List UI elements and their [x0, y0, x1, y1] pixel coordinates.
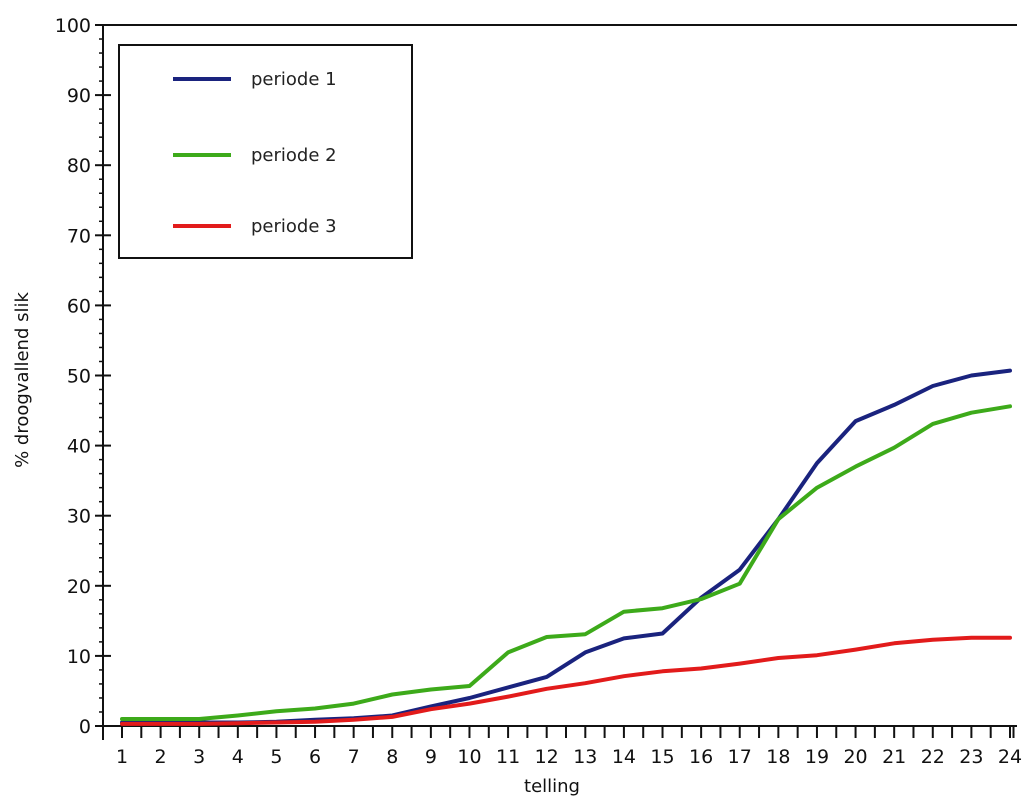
y-tick-label: 60: [67, 295, 91, 317]
x-tick-label: 5: [270, 746, 282, 768]
x-tick-label: 11: [496, 746, 520, 768]
series-line-1: [120, 368, 1012, 725]
x-tick-label: 3: [193, 746, 205, 768]
y-axis-label: % droogvallend slik: [12, 292, 33, 468]
y-tick-label: 10: [67, 646, 91, 668]
x-tick-label: 17: [728, 746, 752, 768]
x-tick-label: 24: [998, 746, 1022, 768]
x-tick-label: 8: [386, 746, 398, 768]
series-layer: [120, 368, 1012, 726]
x-tick-label: 6: [309, 746, 321, 768]
x-tick-label: 21: [882, 746, 906, 768]
x-tick-label: 9: [425, 746, 437, 768]
x-tick-label: 12: [535, 746, 559, 768]
x-tick-label: 16: [689, 746, 713, 768]
y-tick-label: 0: [79, 716, 91, 738]
y-tick-label: 50: [67, 366, 91, 388]
x-tick-label: 15: [650, 746, 674, 768]
x-tick-label: 13: [573, 746, 597, 768]
y-tick-label: 90: [67, 85, 91, 107]
series-line-2: [120, 404, 1012, 721]
y-tick-label: 30: [67, 506, 91, 528]
x-tick-label: 7: [348, 746, 360, 768]
y-tick-label: 20: [67, 576, 91, 598]
x-tick-label: 4: [232, 746, 244, 768]
y-tick-label: 40: [67, 436, 91, 458]
x-tick-label: 18: [766, 746, 790, 768]
y-tick-label: 100: [55, 15, 91, 37]
series-line-3: [120, 635, 1012, 726]
legend-label-2: periode 2: [251, 145, 337, 166]
legend: periode 1 periode 2 periode 3: [118, 44, 413, 259]
x-tick-label: 19: [805, 746, 829, 768]
x-tick-label: 22: [921, 746, 945, 768]
legend-box: [118, 44, 413, 259]
legend-label-1: periode 1: [251, 69, 337, 90]
legend-label-3: periode 3: [251, 216, 337, 237]
x-tick-label: 2: [155, 746, 167, 768]
x-tick-label: 23: [959, 746, 983, 768]
x-tick-label: 20: [843, 746, 867, 768]
x-tick-label: 10: [457, 746, 481, 768]
x-tick-label: 1: [116, 746, 128, 768]
x-tick-label: 14: [612, 746, 636, 768]
y-tick-label: 80: [67, 155, 91, 177]
y-tick-label: 70: [67, 225, 91, 247]
x-axis-label: telling: [524, 776, 580, 797]
